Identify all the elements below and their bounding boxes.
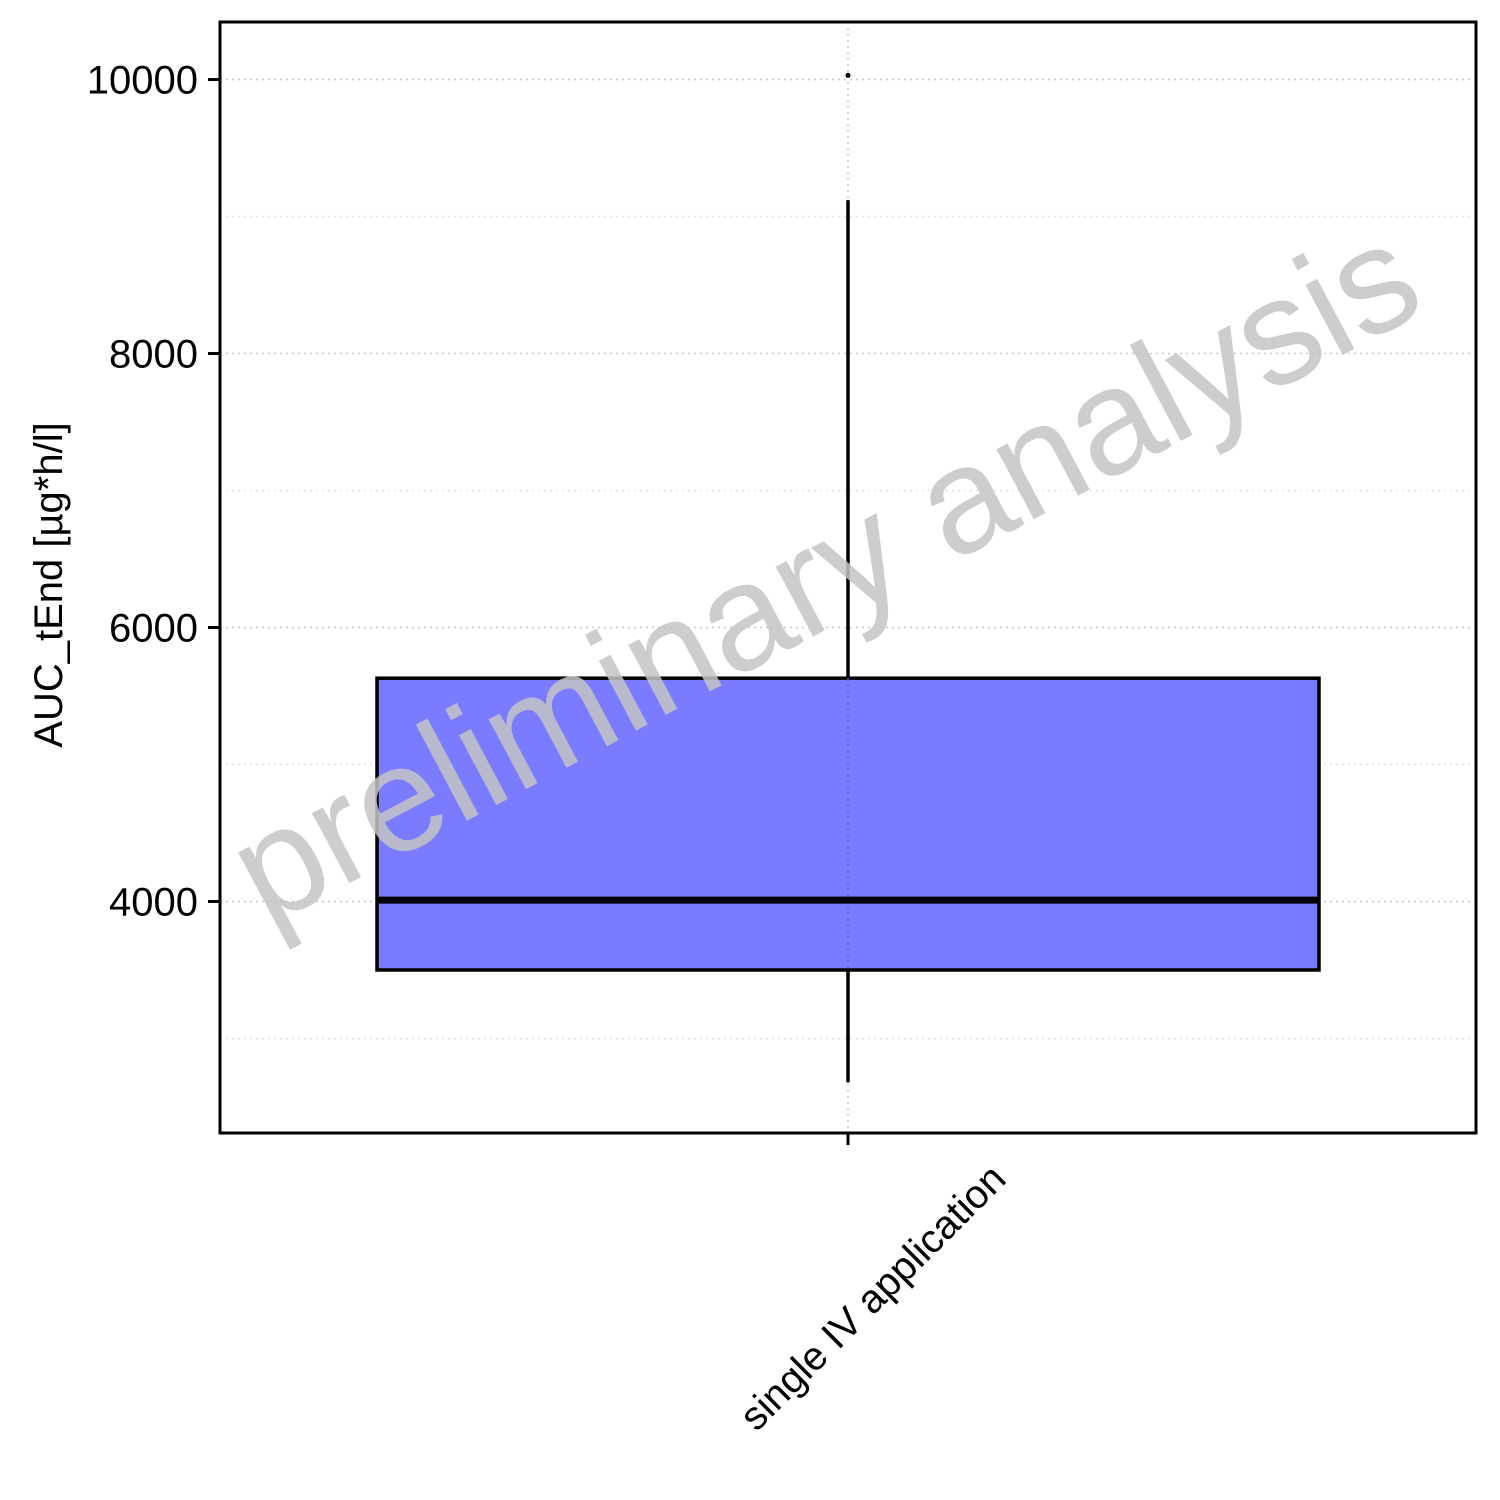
y-tick-label: 8000 xyxy=(109,333,198,377)
y-tick-label: 10000 xyxy=(87,59,198,103)
y-axis-title: AUC_tEnd [µg*h/l] xyxy=(27,422,71,747)
outlier-point xyxy=(845,72,851,78)
y-tick-label: 4000 xyxy=(109,880,198,924)
box-layer xyxy=(375,72,1321,1083)
y-tick-label: 6000 xyxy=(109,607,198,651)
